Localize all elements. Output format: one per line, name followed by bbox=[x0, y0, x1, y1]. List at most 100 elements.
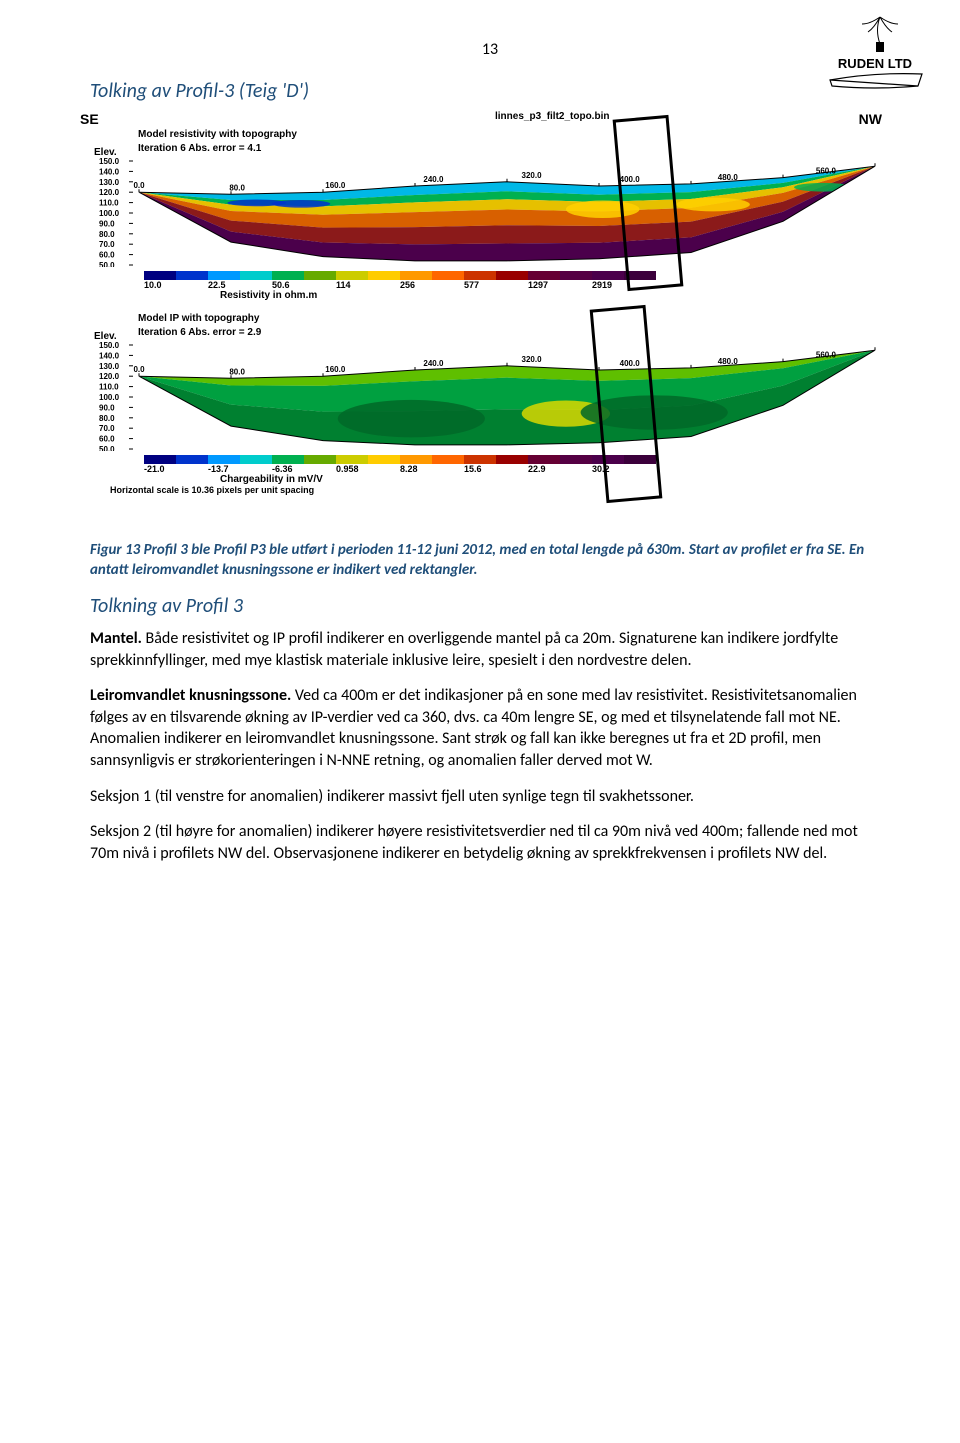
scale-tick-label: -13.7 bbox=[208, 464, 272, 474]
svg-text:120.0: 120.0 bbox=[99, 188, 120, 197]
svg-text:480.0: 480.0 bbox=[718, 357, 739, 366]
svg-text:320.0: 320.0 bbox=[522, 355, 543, 364]
paragraph-mantel: Mantel. Både resistivitet og IP profil i… bbox=[90, 628, 890, 671]
svg-text:50.0: 50.0 bbox=[99, 261, 115, 267]
horizontal-scale-note: Horizontal scale is 10.36 pixels per uni… bbox=[110, 485, 890, 495]
svg-text:110.0: 110.0 bbox=[99, 383, 119, 392]
color-swatch bbox=[368, 455, 400, 464]
color-swatch bbox=[208, 455, 240, 464]
svg-text:150.0: 150.0 bbox=[99, 157, 120, 166]
color-swatch bbox=[336, 455, 368, 464]
color-swatch bbox=[528, 271, 560, 280]
para2-lead: Leiromvandlet knusningssone. bbox=[90, 686, 291, 705]
color-swatch bbox=[496, 271, 528, 280]
svg-text:60.0: 60.0 bbox=[99, 435, 115, 444]
color-swatch bbox=[464, 455, 496, 464]
panel2-title1: Model IP with topography bbox=[138, 313, 890, 325]
svg-text:480.0: 480.0 bbox=[718, 173, 739, 182]
svg-text:560.0: 560.0 bbox=[816, 167, 837, 176]
svg-text:150.0: 150.0 bbox=[99, 341, 120, 350]
svg-text:80.0: 80.0 bbox=[229, 183, 245, 192]
color-swatch bbox=[496, 455, 528, 464]
section-heading-1: Tolking av Profil-3 (Teig 'D') bbox=[90, 79, 890, 103]
svg-text:560.0: 560.0 bbox=[816, 351, 837, 360]
color-swatch bbox=[272, 455, 304, 464]
figure-13: SE NW linnes_p3_filt2_topo.bin Model res… bbox=[90, 111, 890, 531]
color-swatch bbox=[592, 271, 624, 280]
color-swatch bbox=[336, 271, 368, 280]
color-swatch bbox=[304, 455, 336, 464]
ip-scale-labels: -21.0-13.7-6.360.9588.2815.622.930.2 bbox=[144, 464, 890, 474]
svg-text:60.0: 60.0 bbox=[99, 251, 115, 260]
resistivity-panel: Model resistivity with topography Iterat… bbox=[90, 127, 890, 301]
svg-text:240.0: 240.0 bbox=[423, 359, 444, 368]
color-swatch bbox=[272, 271, 304, 280]
color-swatch bbox=[240, 271, 272, 280]
svg-text:80.0: 80.0 bbox=[99, 414, 115, 423]
figure-13-caption: Figur 13 Profil 3 ble Profil P3 ble utfø… bbox=[90, 541, 890, 580]
svg-text:50.0: 50.0 bbox=[99, 445, 115, 451]
color-swatch bbox=[400, 455, 432, 464]
color-swatch bbox=[176, 271, 208, 280]
ip-color-scale bbox=[144, 455, 890, 464]
color-swatch bbox=[144, 455, 176, 464]
scale-tick-label: 114 bbox=[336, 280, 400, 290]
color-swatch bbox=[432, 271, 464, 280]
panel2-title2: Iteration 6 Abs. error = 2.9 bbox=[138, 327, 890, 339]
svg-text:80.0: 80.0 bbox=[229, 367, 245, 376]
svg-text:130.0: 130.0 bbox=[99, 362, 120, 371]
color-swatch bbox=[464, 271, 496, 280]
resistivity-scale-title: Resistivity in ohm.m bbox=[220, 290, 890, 301]
color-swatch bbox=[144, 271, 176, 280]
svg-text:140.0: 140.0 bbox=[99, 167, 120, 176]
section-heading-2: Tolkning av Profil 3 bbox=[90, 594, 890, 618]
svg-text:100.0: 100.0 bbox=[99, 393, 120, 402]
resistivity-cross-section: Elev. 150.0140.0130.0120.0110.0100.090.0… bbox=[90, 157, 890, 267]
scale-tick-label: 1297 bbox=[528, 280, 592, 290]
svg-text:160.0: 160.0 bbox=[325, 181, 346, 190]
color-swatch bbox=[560, 271, 592, 280]
scale-tick-label: 15.6 bbox=[464, 464, 528, 474]
scale-tick-label: -6.36 bbox=[272, 464, 336, 474]
page-number: 13 bbox=[90, 40, 890, 59]
color-swatch bbox=[528, 455, 560, 464]
company-logo: RUDEN LTD bbox=[820, 12, 930, 92]
svg-text:110.0: 110.0 bbox=[99, 199, 119, 208]
scale-tick-label: 22.9 bbox=[528, 464, 592, 474]
direction-se-label: SE bbox=[80, 111, 99, 127]
ip-cross-section: Elev. 150.0140.0130.0120.0110.0100.090.0… bbox=[90, 341, 890, 451]
color-swatch bbox=[432, 455, 464, 464]
svg-text:70.0: 70.0 bbox=[99, 424, 115, 433]
color-swatch bbox=[240, 455, 272, 464]
direction-nw-label: NW bbox=[859, 111, 882, 127]
panel1-title2: Iteration 6 Abs. error = 4.1 bbox=[138, 143, 890, 155]
svg-text:0.0: 0.0 bbox=[133, 365, 145, 374]
paragraph-knusningssone: Leiromvandlet knusningssone. Ved ca 400m… bbox=[90, 685, 890, 771]
ip-scale-title: Chargeability in mV/V bbox=[220, 474, 890, 485]
scale-tick-label: 0.958 bbox=[336, 464, 400, 474]
logo-text: RUDEN LTD bbox=[838, 56, 912, 71]
para1-body: Både resistivitet og IP profil indikerer… bbox=[90, 629, 838, 670]
scale-tick-label: 50.6 bbox=[272, 280, 336, 290]
color-swatch bbox=[560, 455, 592, 464]
resistivity-color-scale bbox=[144, 271, 890, 280]
color-swatch bbox=[400, 271, 432, 280]
scale-tick-label: 10.0 bbox=[144, 280, 208, 290]
scale-tick-label: -21.0 bbox=[144, 464, 208, 474]
svg-text:160.0: 160.0 bbox=[325, 365, 346, 374]
color-swatch bbox=[368, 271, 400, 280]
scale-tick-label: 577 bbox=[464, 280, 528, 290]
svg-text:240.0: 240.0 bbox=[423, 175, 444, 184]
svg-text:0.0: 0.0 bbox=[133, 181, 145, 190]
scale-tick-label: 8.28 bbox=[400, 464, 464, 474]
svg-text:70.0: 70.0 bbox=[99, 240, 115, 249]
color-swatch bbox=[208, 271, 240, 280]
svg-text:90.0: 90.0 bbox=[99, 219, 115, 228]
para1-lead: Mantel. bbox=[90, 629, 142, 648]
svg-text:90.0: 90.0 bbox=[99, 403, 115, 412]
color-swatch bbox=[176, 455, 208, 464]
paragraph-seksjon2: Seksjon 2 (til høyre for anomalien) indi… bbox=[90, 821, 890, 864]
svg-text:80.0: 80.0 bbox=[99, 230, 115, 239]
panel1-title1: Model resistivity with topography bbox=[138, 129, 890, 141]
svg-text:130.0: 130.0 bbox=[99, 178, 120, 187]
